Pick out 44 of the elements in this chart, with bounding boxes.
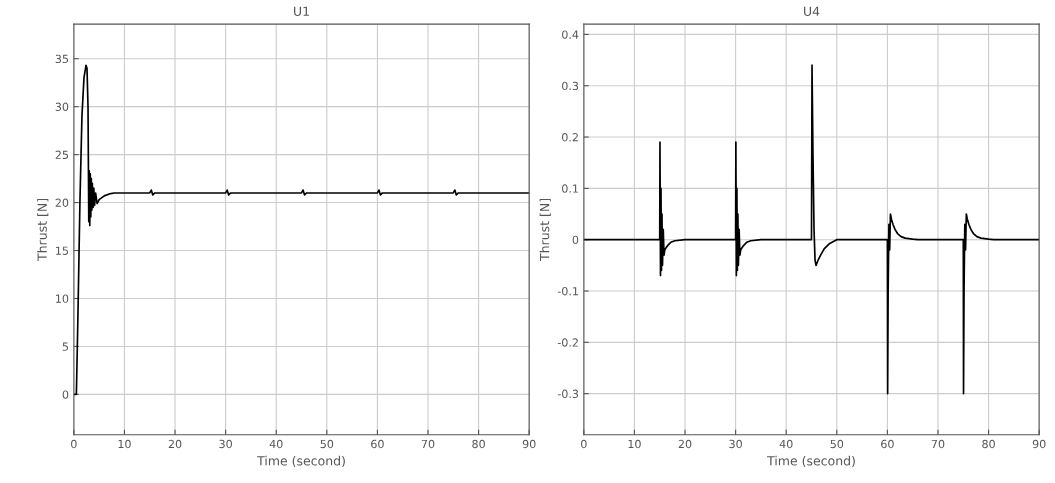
x-tick-label: 50	[830, 439, 844, 449]
x-tick-label: 50	[320, 439, 334, 449]
x-tick-label: 30	[219, 439, 232, 449]
x-tick-label: 10	[118, 439, 131, 449]
y-tick-label: 20	[55, 198, 69, 207]
x-tick-label: 40	[269, 439, 283, 449]
x-tick-label: 20	[168, 439, 182, 449]
y-tick-label: 5	[62, 342, 69, 351]
x-tick-label: 60	[371, 439, 384, 449]
y-tick-label: 0.2	[562, 133, 578, 142]
y-axis-title: Thrust [N]	[539, 198, 551, 262]
x-tick-label: 70	[931, 439, 945, 449]
x-tick-label: 60	[881, 439, 894, 449]
x-tick-label: 20	[678, 439, 692, 449]
y-tick-label: 0.1	[562, 184, 578, 193]
x-tick-label: 10	[628, 439, 641, 449]
y-tick-label: 0.3	[562, 81, 579, 91]
x-tick-label: 80	[982, 439, 995, 449]
x-tick-label: 90	[522, 439, 536, 449]
y-tick-label: -0.1	[557, 286, 578, 296]
chart-title: U4	[804, 6, 820, 16]
y-tick-label: -0.2	[557, 338, 578, 347]
line-series	[73, 64, 530, 396]
x-tick-label: 0	[71, 439, 77, 449]
y-tick-label: -0.3	[557, 389, 579, 399]
chart-title: U1	[294, 6, 309, 16]
y-axis-title: Thrust [N]	[37, 198, 49, 262]
y-tick-label: 30	[55, 102, 69, 112]
y-tick-label: 35	[55, 54, 69, 64]
x-axis-title: Time (second)	[767, 455, 855, 468]
y-tick-label: 10	[56, 294, 69, 303]
x-tick-label: 0	[581, 439, 587, 449]
x-tick-label: 80	[472, 439, 485, 449]
y-tick-label: 15	[56, 246, 69, 255]
y-tick-label: 0	[572, 235, 579, 245]
y-tick-label: 0.4	[562, 30, 579, 39]
x-tick-label: 90	[1032, 439, 1046, 449]
y-tick-label: 25	[55, 150, 69, 159]
x-tick-label: 30	[729, 439, 742, 449]
line-series	[583, 64, 1040, 395]
y-tick-label: 0	[62, 390, 69, 399]
x-tick-label: 70	[421, 439, 435, 449]
x-tick-label: 40	[779, 439, 793, 449]
x-axis-title: Time (second)	[257, 455, 345, 468]
